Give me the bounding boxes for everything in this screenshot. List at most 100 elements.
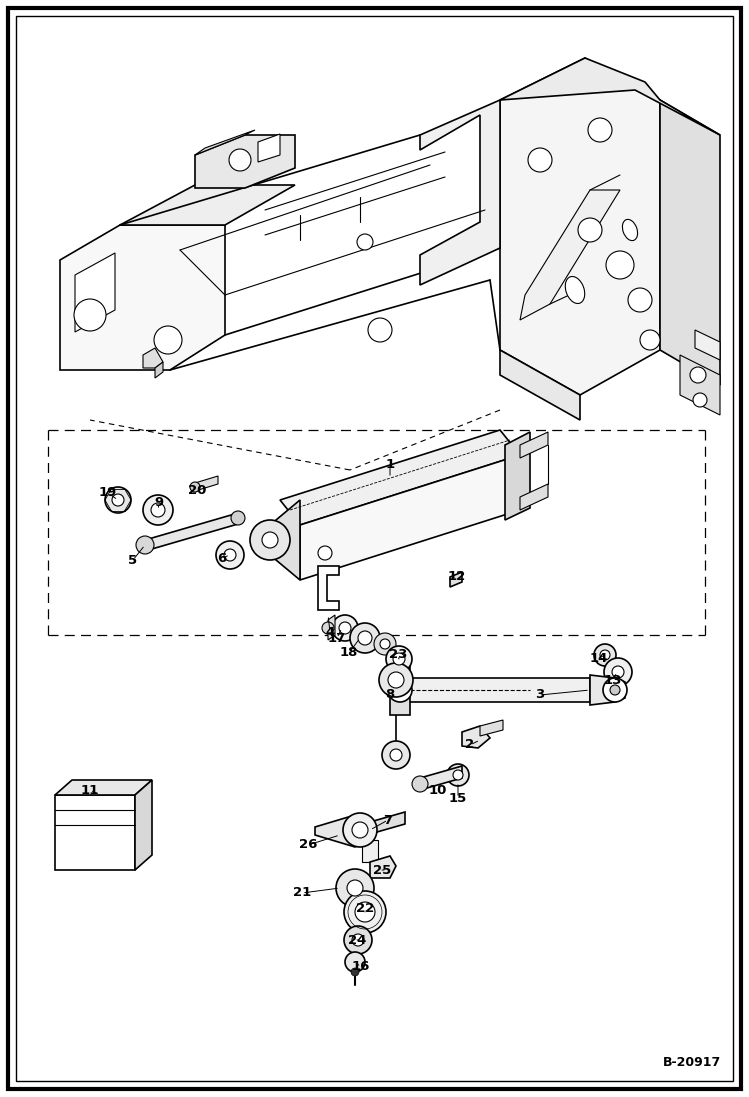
Circle shape: [336, 869, 374, 907]
Polygon shape: [500, 350, 580, 420]
Circle shape: [190, 482, 200, 491]
Text: 16: 16: [352, 961, 370, 973]
Polygon shape: [195, 476, 218, 491]
Text: 3: 3: [536, 689, 545, 701]
Polygon shape: [370, 812, 405, 834]
Text: 14: 14: [589, 652, 608, 665]
Text: 8: 8: [386, 689, 395, 701]
Circle shape: [386, 646, 412, 672]
Polygon shape: [500, 58, 720, 135]
Polygon shape: [55, 780, 152, 795]
Text: 6: 6: [217, 552, 227, 565]
Text: 7: 7: [383, 814, 392, 826]
Polygon shape: [520, 190, 620, 320]
Circle shape: [368, 318, 392, 342]
Polygon shape: [420, 100, 500, 285]
Text: 17: 17: [328, 632, 346, 645]
Ellipse shape: [622, 219, 637, 240]
Polygon shape: [590, 675, 625, 705]
Circle shape: [594, 644, 616, 666]
Circle shape: [332, 615, 358, 641]
Polygon shape: [462, 726, 490, 748]
Circle shape: [606, 251, 634, 279]
Polygon shape: [680, 355, 720, 415]
Circle shape: [216, 541, 244, 569]
Polygon shape: [135, 780, 152, 870]
Polygon shape: [155, 362, 163, 378]
Polygon shape: [520, 484, 548, 510]
Circle shape: [588, 118, 612, 142]
Text: 18: 18: [340, 646, 358, 659]
Circle shape: [640, 330, 660, 350]
Circle shape: [604, 658, 632, 686]
Text: 10: 10: [429, 783, 447, 796]
Polygon shape: [362, 840, 378, 862]
Text: 15: 15: [449, 792, 467, 804]
Circle shape: [143, 495, 173, 525]
Circle shape: [262, 532, 278, 548]
Polygon shape: [328, 615, 335, 640]
Polygon shape: [120, 185, 295, 225]
Polygon shape: [520, 432, 548, 459]
Polygon shape: [143, 348, 163, 367]
Circle shape: [382, 740, 410, 769]
Circle shape: [612, 666, 624, 678]
Circle shape: [528, 148, 552, 172]
Text: 19: 19: [99, 486, 117, 499]
Circle shape: [352, 822, 368, 838]
Text: 23: 23: [389, 648, 407, 661]
Text: 22: 22: [356, 902, 374, 915]
Circle shape: [322, 622, 334, 634]
Circle shape: [318, 546, 332, 559]
Text: 2: 2: [465, 738, 475, 751]
Polygon shape: [258, 134, 280, 162]
Circle shape: [151, 504, 165, 517]
Polygon shape: [145, 513, 238, 551]
Polygon shape: [695, 330, 720, 360]
Circle shape: [343, 813, 377, 847]
Polygon shape: [60, 225, 225, 370]
Circle shape: [355, 902, 375, 921]
Text: 21: 21: [293, 886, 311, 900]
Text: 26: 26: [299, 838, 317, 851]
Polygon shape: [315, 815, 370, 847]
Circle shape: [347, 880, 363, 896]
Circle shape: [74, 299, 106, 331]
Circle shape: [447, 764, 469, 785]
Circle shape: [112, 494, 124, 506]
Polygon shape: [195, 135, 295, 188]
Polygon shape: [390, 665, 410, 715]
Circle shape: [339, 622, 351, 634]
Text: 13: 13: [604, 674, 622, 687]
Circle shape: [351, 968, 359, 976]
Circle shape: [136, 536, 154, 554]
Polygon shape: [270, 500, 300, 580]
Circle shape: [250, 520, 290, 559]
Polygon shape: [480, 720, 503, 736]
Circle shape: [350, 623, 380, 653]
Circle shape: [412, 776, 428, 792]
Circle shape: [693, 393, 707, 407]
Circle shape: [224, 548, 236, 561]
Circle shape: [345, 952, 365, 972]
Polygon shape: [75, 253, 115, 332]
Circle shape: [358, 631, 372, 645]
Polygon shape: [420, 766, 462, 790]
Circle shape: [393, 653, 405, 665]
Circle shape: [453, 770, 463, 780]
Circle shape: [352, 934, 364, 946]
Circle shape: [610, 685, 620, 695]
Text: 4: 4: [325, 625, 335, 638]
Text: 9: 9: [154, 497, 163, 509]
Text: B-20917: B-20917: [663, 1056, 721, 1068]
Polygon shape: [280, 430, 520, 525]
Circle shape: [105, 487, 131, 513]
Ellipse shape: [565, 276, 585, 304]
Circle shape: [344, 891, 386, 934]
Circle shape: [578, 218, 602, 242]
Circle shape: [231, 511, 245, 525]
Circle shape: [628, 289, 652, 312]
Text: 5: 5: [128, 554, 138, 566]
Circle shape: [374, 633, 396, 655]
Circle shape: [380, 638, 390, 649]
